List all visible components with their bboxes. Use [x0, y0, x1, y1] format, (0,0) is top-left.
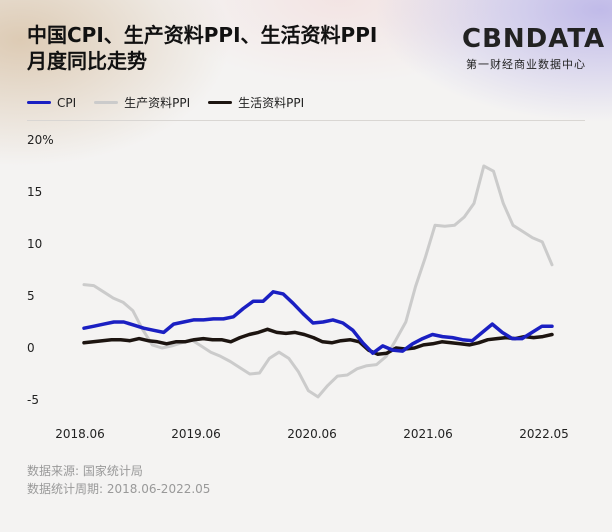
x-tick-label: 2020.06 [287, 427, 337, 441]
chart-legend: CPI 生产资料PPI 生活资料PPI [27, 94, 322, 111]
cbndata-logo: CBNDATA [462, 24, 606, 54]
legend-divider [27, 120, 585, 121]
y-tick-label: 0 [27, 341, 35, 355]
title-line-1: 中国CPI、生产资料PPI、生活资料PPI [27, 23, 378, 47]
y-tick-label: -5 [27, 393, 39, 407]
chart-title: 中国CPI、生产资料PPI、生活资料PPI 月度同比走势 [27, 22, 407, 74]
legend-item-cpi: CPI [27, 96, 76, 110]
legend-item-production-ppi: 生产资料PPI [94, 94, 190, 111]
legend-label-production-ppi: 生产资料PPI [124, 96, 191, 110]
series-line-living-ppi [82, 327, 554, 356]
x-tick-label: 2018.06 [55, 427, 105, 441]
legend-label-cpi: CPI [57, 95, 77, 110]
legend-item-living-ppi: 生活资料PPI [208, 94, 304, 111]
cbndata-logo-subtitle: 第一财经商业数据中心 [466, 58, 586, 71]
legend-swatch-production-ppi [94, 101, 119, 104]
x-tick-label: 2021.06 [403, 427, 453, 441]
legend-swatch-living-ppi [208, 101, 233, 104]
source-line: 数据来源: 国家统计局 [27, 464, 143, 478]
y-tick-label: 10 [27, 237, 42, 251]
series-line-cpi [82, 290, 554, 355]
x-tick-label: 2022.05 [519, 427, 569, 441]
title-line-2: 月度同比走势 [27, 49, 147, 73]
y-tick-label: 20% [27, 133, 54, 147]
legend-label-living-ppi: 生活资料PPI [238, 96, 305, 110]
x-tick-label: 2019.06 [171, 427, 221, 441]
series-line-production-ppi [82, 164, 554, 399]
legend-swatch-cpi [27, 101, 51, 104]
period-line: 数据统计周期: 2018.06-2022.05 [27, 482, 211, 496]
data-source-note: 数据来源: 国家统计局 数据统计周期: 2018.06-2022.05 [27, 462, 210, 498]
y-tick-label: 15 [27, 185, 42, 199]
y-tick-label: 5 [27, 289, 35, 303]
